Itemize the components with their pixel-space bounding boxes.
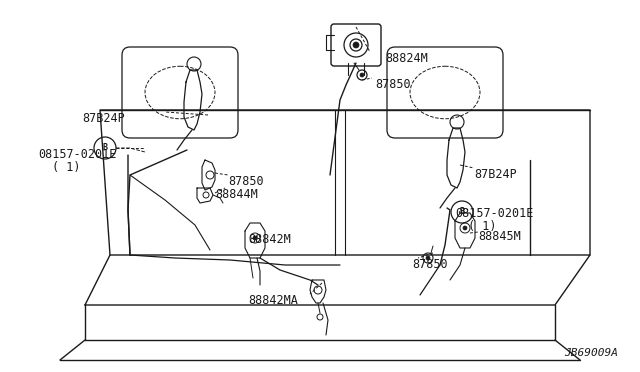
Circle shape bbox=[423, 253, 433, 263]
Circle shape bbox=[353, 42, 359, 48]
Circle shape bbox=[94, 137, 116, 159]
Text: 87850: 87850 bbox=[375, 78, 411, 91]
FancyBboxPatch shape bbox=[387, 47, 503, 138]
Text: B: B bbox=[460, 208, 465, 217]
FancyBboxPatch shape bbox=[331, 24, 381, 66]
Text: 87B24P: 87B24P bbox=[474, 168, 516, 181]
Text: ( 1): ( 1) bbox=[52, 161, 81, 174]
Circle shape bbox=[203, 192, 209, 198]
Text: 87850: 87850 bbox=[412, 258, 447, 271]
Text: 88845M: 88845M bbox=[478, 230, 521, 243]
Text: 87B24P: 87B24P bbox=[82, 112, 125, 125]
Text: 08157-0201E: 08157-0201E bbox=[455, 207, 533, 220]
Text: 88842M: 88842M bbox=[248, 233, 291, 246]
Circle shape bbox=[463, 226, 467, 230]
Text: 08157-0201E: 08157-0201E bbox=[38, 148, 116, 161]
Circle shape bbox=[253, 236, 257, 240]
Circle shape bbox=[426, 256, 430, 260]
Circle shape bbox=[206, 171, 214, 179]
Text: B: B bbox=[102, 144, 108, 153]
Text: 88844M: 88844M bbox=[215, 188, 258, 201]
Circle shape bbox=[350, 39, 362, 51]
Circle shape bbox=[360, 73, 364, 77]
Text: 88824M: 88824M bbox=[385, 52, 428, 65]
Text: 87850: 87850 bbox=[228, 175, 264, 188]
FancyBboxPatch shape bbox=[122, 47, 238, 138]
Circle shape bbox=[451, 201, 473, 223]
Text: 88842MA: 88842MA bbox=[248, 294, 298, 307]
Text: JB69009A: JB69009A bbox=[564, 348, 618, 358]
Text: ( 1): ( 1) bbox=[468, 220, 497, 233]
Circle shape bbox=[357, 70, 367, 80]
